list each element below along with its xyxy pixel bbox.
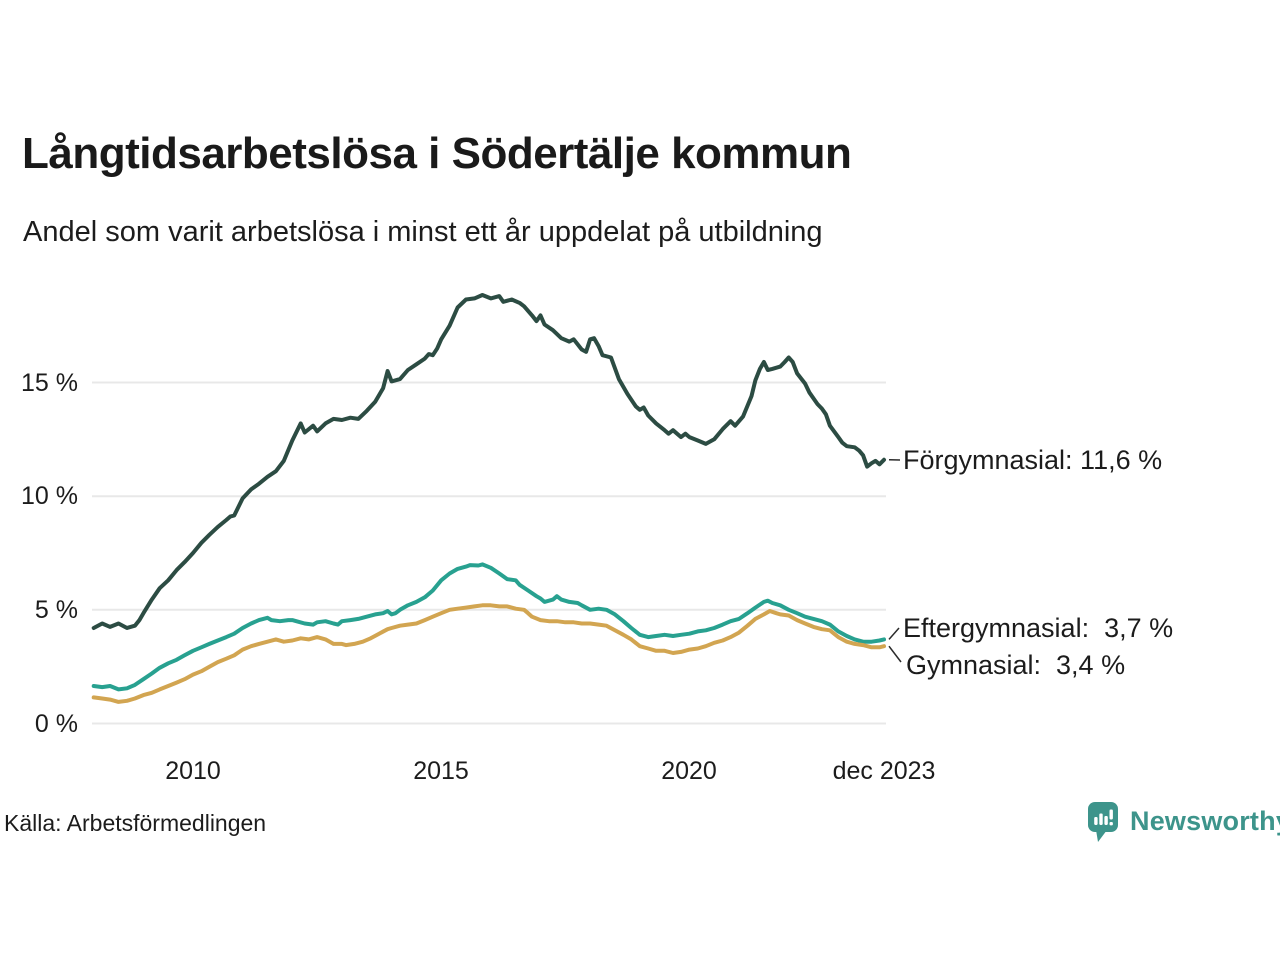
label-connector [888, 645, 902, 663]
newsworthy-wordmark: Newsworthy [1130, 806, 1280, 836]
series-line-gymnasial [91, 603, 886, 704]
newsworthy-logo-icon [1088, 802, 1118, 842]
series-label-eftergymnasial: Eftergymnasial: 3,7 % [903, 613, 1174, 643]
page-subtitle: Andel som varit arbetslösa i minst ett å… [23, 216, 823, 248]
y-axis-tick-label: 0 % [34, 710, 78, 738]
x-axis-tick-label: dec 2023 [832, 757, 936, 785]
newsworthy-branding: Newsworthy [1087, 801, 1280, 845]
series-line-eftergymnasial [91, 562, 886, 692]
series-line-förgymnasial [91, 293, 886, 630]
series-label-forgymnasial: Förgymnasial: 11,6 % [903, 445, 1163, 475]
x-axis-tick-label: 2010 [165, 757, 221, 785]
source-note: Källa: Arbetsförmedlingen [4, 810, 267, 836]
x-axis-tick-label: 2020 [661, 757, 717, 785]
series-label-gymnasial: Gymnasial: 3,4 % [906, 650, 1126, 680]
y-axis-tick-label: 5 % [34, 596, 78, 624]
x-axis-tick-label: 2015 [413, 757, 469, 785]
label-connector [888, 627, 900, 640]
y-axis-tick-label: 10 % [21, 482, 78, 510]
page-title: Långtidsarbetslösa i Södertälje kommun [22, 129, 852, 178]
y-axis-tick-label: 15 % [21, 369, 78, 397]
